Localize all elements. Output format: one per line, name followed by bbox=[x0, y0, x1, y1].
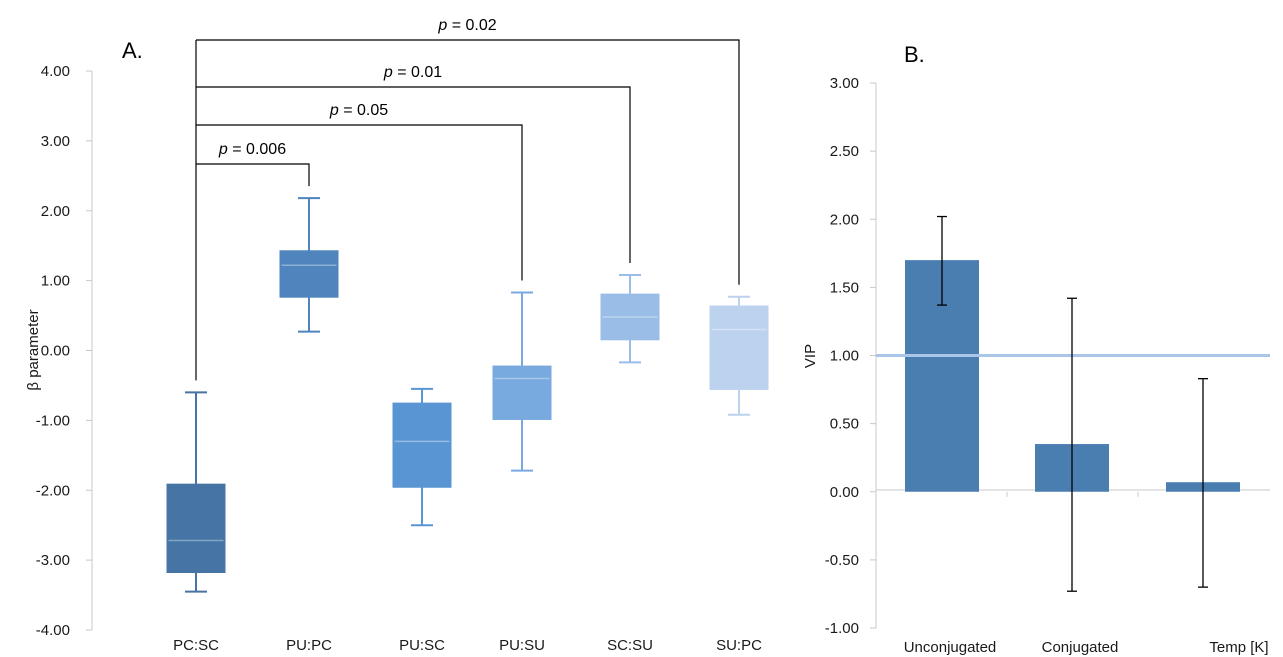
panel-a-label: A. bbox=[122, 38, 143, 63]
p-symbol: p bbox=[218, 141, 228, 158]
p-symbol: p bbox=[437, 17, 447, 34]
panel-b-category-label: Conjugated bbox=[1042, 639, 1119, 656]
error-bar bbox=[1067, 297, 1077, 592]
panel-a: A. β parameter 4.00 3.00 2.00 1.00 0.00 -1.00… bbox=[25, 17, 769, 654]
panel-a-y-tick-label: -3.00 bbox=[36, 552, 70, 569]
panel-b-y-tick-label: 1.50 bbox=[830, 279, 859, 296]
panel-b-y-tick-label: 0.50 bbox=[830, 416, 859, 433]
panel-a-y-tick-label: 4.00 bbox=[41, 63, 70, 80]
p-value-label: p = 0.006 bbox=[218, 141, 286, 158]
box-pu-su bbox=[492, 291, 552, 472]
panel-b-category-label: Temp [K] bbox=[1209, 639, 1268, 656]
panel-b-y-tick-label: -1.00 bbox=[825, 620, 859, 637]
p-symbol: p bbox=[383, 64, 393, 81]
box-su-pc bbox=[709, 295, 769, 416]
panel-a-y-tick-label: -4.00 bbox=[36, 622, 70, 639]
panel-a-y-tick-label: 0.00 bbox=[41, 343, 70, 360]
p-value-label: p = 0.02 bbox=[437, 17, 496, 34]
box-iqr bbox=[279, 250, 339, 298]
panel-b-categories: Unconjugated Conjugated Temp [K] bbox=[904, 639, 1269, 656]
box-sc-su bbox=[600, 274, 660, 364]
p-value: = 0.05 bbox=[339, 102, 388, 119]
box-iqr bbox=[166, 483, 226, 574]
bracket-line bbox=[196, 124, 523, 281]
panel-a-y-tick-label: 1.00 bbox=[41, 273, 70, 290]
p-value-label: p = 0.05 bbox=[329, 102, 388, 119]
panel-b-y-tick-label: -0.50 bbox=[825, 552, 859, 569]
panel-b-y-ticks: 3.00 2.50 2.00 1.50 1.00 0.50 0.00 -0.50 -1.00 bbox=[825, 75, 876, 637]
panel-b-label: B. bbox=[904, 42, 925, 67]
significance-bracket: p = 0.05 bbox=[196, 102, 523, 281]
box-pu-pc bbox=[279, 197, 339, 333]
significance-bracket: p = 0.01 bbox=[196, 64, 631, 264]
panel-a-categories: PC:SC PU:PC PU:SC PU:SU SC:SU SU:PC bbox=[173, 637, 762, 654]
panel-b: B. VIP 3.00 2.50 2.00 1.50 1.00 0.50 0.00 -0.50… bbox=[802, 42, 1270, 656]
panel-a-category-label: PU:SC bbox=[399, 637, 445, 654]
significance-bracket: p = 0.02 bbox=[196, 17, 740, 285]
p-value: = 0.01 bbox=[393, 64, 442, 81]
panel-a-y-ticks: 4.00 3.00 2.00 1.00 0.00 -1.00 -2.00 -3.00 -4.00 bbox=[36, 63, 92, 639]
box-pc-sc bbox=[166, 391, 226, 593]
panel-a-boxes bbox=[166, 197, 769, 593]
error-bar bbox=[937, 215, 947, 306]
panel-a-y-tick-label: 3.00 bbox=[41, 133, 70, 150]
p-value: = 0.02 bbox=[447, 17, 496, 34]
error-bar bbox=[1198, 378, 1208, 588]
panel-b-y-tick-label: 2.00 bbox=[830, 211, 859, 228]
p-value-label: p = 0.01 bbox=[383, 64, 442, 81]
p-symbol: p bbox=[329, 102, 339, 119]
box-iqr bbox=[492, 365, 552, 420]
panel-a-category-label: PC:SC bbox=[173, 637, 219, 654]
box-iqr bbox=[709, 305, 769, 390]
panel-b-y-axis-label: VIP bbox=[802, 344, 819, 368]
panel-a-category-label: SC:SU bbox=[607, 637, 653, 654]
panel-a-category-label: SU:PC bbox=[716, 637, 762, 654]
p-value: = 0.006 bbox=[228, 141, 286, 158]
bracket-line bbox=[196, 86, 631, 264]
panel-a-y-axis-label: β parameter bbox=[25, 309, 42, 390]
bracket-line bbox=[196, 39, 740, 285]
panel-b-bars bbox=[876, 215, 1270, 592]
panel-a-category-label: PU:PC bbox=[286, 637, 332, 654]
panel-b-y-tick-label: 1.00 bbox=[830, 348, 859, 365]
panel-b-y-tick-label: 3.00 bbox=[830, 75, 859, 92]
panel-a-y-tick-label: 2.00 bbox=[41, 203, 70, 220]
panel-a-y-tick-label: -2.00 bbox=[36, 482, 70, 499]
panel-a-category-label: PU:SU bbox=[499, 637, 545, 654]
panel-b-y-tick-label: 2.50 bbox=[830, 143, 859, 160]
significance-bracket: p = 0.006 bbox=[196, 141, 310, 187]
box-iqr bbox=[392, 402, 452, 488]
panel-a-y-tick-label: -1.00 bbox=[36, 412, 70, 429]
box-iqr bbox=[600, 293, 660, 341]
box-pu-sc bbox=[392, 387, 452, 527]
panel-b-y-tick-label: 0.00 bbox=[830, 484, 859, 501]
panel-b-category-label: Unconjugated bbox=[904, 639, 997, 656]
bracket-line bbox=[196, 163, 310, 187]
